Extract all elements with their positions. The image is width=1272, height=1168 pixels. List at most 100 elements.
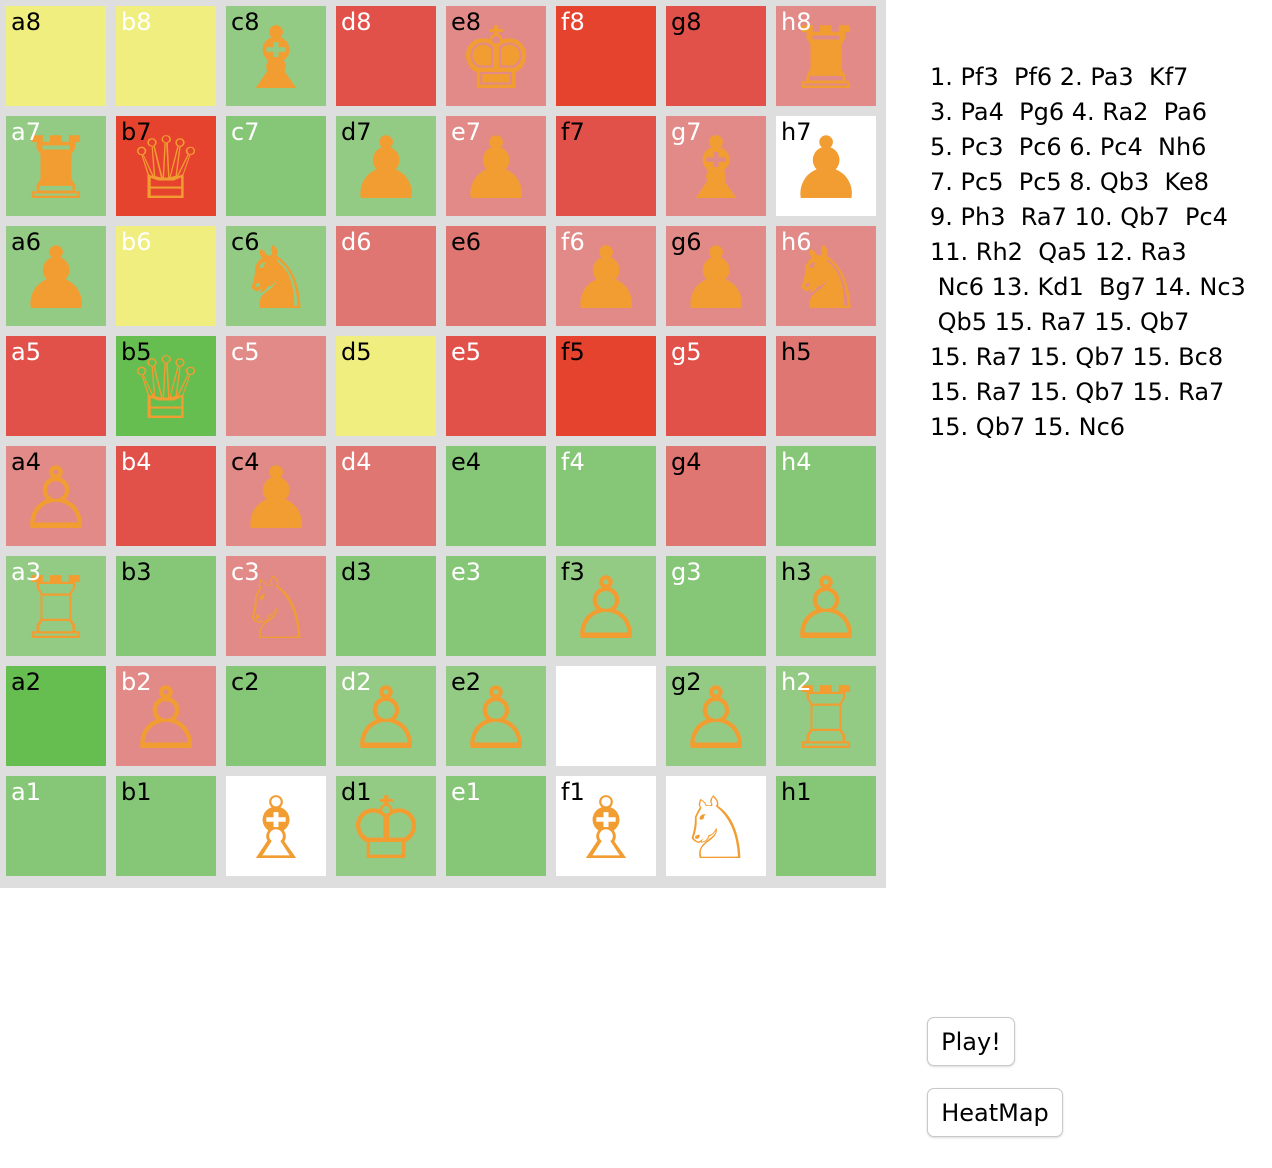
board-square[interactable]: c7 (226, 116, 326, 216)
move-line: 5. Pc3 Pc6 6. Pc4 Nh6 (930, 133, 1207, 161)
square-label: d4 (341, 448, 372, 476)
board-square[interactable]: f7 (556, 116, 656, 216)
board-square[interactable]: ♞ h6 (776, 226, 876, 326)
board-square[interactable]: ♗ f1 (556, 776, 656, 876)
board-square[interactable]: ♟ c4 (226, 446, 326, 546)
board-square[interactable]: b1 (116, 776, 216, 876)
square-label: h8 (781, 8, 812, 36)
square-label: c8 (231, 8, 260, 36)
board-square[interactable] (556, 666, 656, 766)
board-square[interactable]: b8 (116, 6, 216, 106)
white-knight-icon: ♘ (237, 559, 315, 659)
square-label: f5 (561, 338, 585, 366)
board-square[interactable]: ♗ (226, 776, 326, 876)
board-square[interactable]: d5 (336, 336, 436, 436)
board-square[interactable]: ♝ g7 (666, 116, 766, 216)
board-square[interactable]: h5 (776, 336, 876, 436)
board-square[interactable]: ♙ f3 (556, 556, 656, 656)
board-square[interactable]: e1 (446, 776, 546, 876)
board-square[interactable]: e3 (446, 556, 546, 656)
black-knight-icon: ♞ (787, 229, 865, 329)
white-pawn-icon: ♙ (17, 449, 95, 549)
board-square[interactable]: ♟ a6 (6, 226, 106, 326)
board-square[interactable]: h4 (776, 446, 876, 546)
board-square[interactable]: ♕ b5 (116, 336, 216, 436)
board-square[interactable]: ♟ g6 (666, 226, 766, 326)
square-label: e1 (451, 778, 482, 806)
board-square[interactable]: d8 (336, 6, 436, 106)
square-label: g6 (671, 228, 702, 256)
square-label: b7 (121, 118, 152, 146)
board-square[interactable]: ♙ g2 (666, 666, 766, 766)
board-square[interactable]: g3 (666, 556, 766, 656)
square-label: d8 (341, 8, 372, 36)
square-label: a8 (11, 8, 41, 36)
board-square[interactable]: f4 (556, 446, 656, 546)
board-square[interactable]: f5 (556, 336, 656, 436)
square-label: h3 (781, 558, 812, 586)
board-square[interactable]: e4 (446, 446, 546, 546)
square-label: h4 (781, 448, 812, 476)
square-label: e8 (451, 8, 482, 36)
black-bishop-icon: ♝ (677, 119, 755, 219)
white-knight-icon: ♘ (677, 779, 755, 879)
square-label: d6 (341, 228, 372, 256)
white-pawn-icon: ♙ (787, 559, 865, 659)
board-square[interactable]: ♜ h8 (776, 6, 876, 106)
board-square[interactable]: a2 (6, 666, 106, 766)
board-square[interactable]: a8 (6, 6, 106, 106)
board-square[interactable]: ♙ b2 (116, 666, 216, 766)
board-square[interactable]: e6 (446, 226, 546, 326)
board-square[interactable]: ♟ e7 (446, 116, 546, 216)
black-pawn-icon: ♟ (347, 119, 425, 219)
board-square[interactable]: a5 (6, 336, 106, 436)
black-rook-icon: ♜ (787, 9, 865, 109)
board-square[interactable]: ♖ a3 (6, 556, 106, 656)
board-square[interactable]: ♞ c6 (226, 226, 326, 326)
board-square[interactable]: ♙ e2 (446, 666, 546, 766)
board-square[interactable]: b4 (116, 446, 216, 546)
board-square[interactable]: d3 (336, 556, 436, 656)
heatmap-button[interactable]: HeatMap (927, 1088, 1063, 1137)
move-line: 3. Pa4 Pg6 4. Ra2 Pa6 (930, 98, 1208, 126)
board-square[interactable]: ♟ f6 (556, 226, 656, 326)
square-label: f4 (561, 448, 585, 476)
square-label: h2 (781, 668, 812, 696)
board-square[interactable]: b3 (116, 556, 216, 656)
move-line: 1. Pf3 Pf6 2. Pa3 Kf7 (930, 63, 1189, 91)
board-square[interactable]: ♜ a7 (6, 116, 106, 216)
board-square[interactable]: ♙ a4 (6, 446, 106, 546)
board-square[interactable]: ♝ c8 (226, 6, 326, 106)
square-label: f1 (561, 778, 585, 806)
board-square[interactable]: c5 (226, 336, 326, 436)
board-square[interactable]: g4 (666, 446, 766, 546)
board-square[interactable]: ♘ c3 (226, 556, 326, 656)
board-square[interactable]: ♘ (666, 776, 766, 876)
board-square[interactable]: g5 (666, 336, 766, 436)
board-square[interactable]: h1 (776, 776, 876, 876)
square-label: e5 (451, 338, 482, 366)
square-label: b2 (121, 668, 152, 696)
white-queen-icon: ♕ (127, 119, 205, 219)
board-square[interactable]: f8 (556, 6, 656, 106)
board-square[interactable]: ♟ h7 (776, 116, 876, 216)
board-square[interactable]: ♟ d7 (336, 116, 436, 216)
square-label: c2 (231, 668, 260, 696)
board-square[interactable]: d4 (336, 446, 436, 546)
board-square[interactable]: ♔ d1 (336, 776, 436, 876)
play-button[interactable]: Play! (927, 1017, 1015, 1066)
white-king-icon: ♔ (347, 779, 425, 879)
board-square[interactable]: b6 (116, 226, 216, 326)
board-square[interactable]: ♙ h3 (776, 556, 876, 656)
board-square[interactable]: ♙ d2 (336, 666, 436, 766)
board-square[interactable]: d6 (336, 226, 436, 326)
white-bishop-icon: ♗ (237, 779, 315, 879)
board-square[interactable]: ♚ e8 (446, 6, 546, 106)
board-square[interactable]: ♖ h2 (776, 666, 876, 766)
board-square[interactable]: a1 (6, 776, 106, 876)
black-pawn-icon: ♟ (567, 229, 645, 329)
board-square[interactable]: e5 (446, 336, 546, 436)
board-square[interactable]: ♕ b7 (116, 116, 216, 216)
board-square[interactable]: c2 (226, 666, 326, 766)
board-square[interactable]: g8 (666, 6, 766, 106)
